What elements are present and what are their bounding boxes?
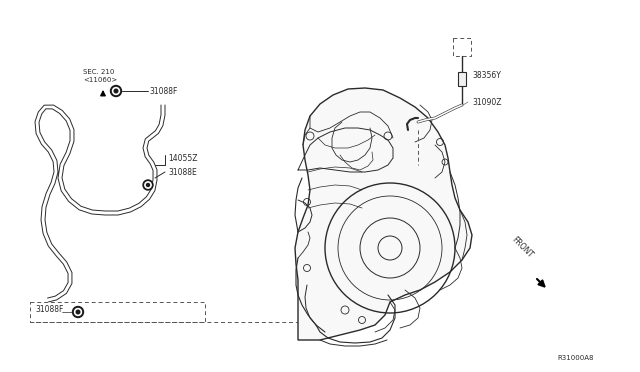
- Circle shape: [72, 307, 83, 317]
- Circle shape: [114, 89, 118, 93]
- Text: FRONT: FRONT: [510, 235, 535, 260]
- Text: 38356Y: 38356Y: [472, 71, 501, 80]
- Bar: [458, 72, 466, 86]
- Text: SEC. 210: SEC. 210: [83, 69, 115, 75]
- Text: 14055Z: 14055Z: [168, 154, 198, 163]
- Text: 31088F: 31088F: [35, 305, 63, 314]
- Bar: [453, 38, 471, 56]
- Text: 31090Z: 31090Z: [472, 97, 502, 106]
- Circle shape: [145, 182, 151, 188]
- Circle shape: [74, 308, 81, 315]
- Circle shape: [111, 86, 122, 96]
- Text: <11060>: <11060>: [83, 77, 117, 83]
- Text: 31088E: 31088E: [168, 167, 196, 176]
- Circle shape: [113, 87, 120, 94]
- Polygon shape: [295, 88, 472, 340]
- Circle shape: [76, 310, 80, 314]
- Circle shape: [143, 180, 153, 190]
- Text: R31000A8: R31000A8: [557, 355, 593, 361]
- Bar: [30, 302, 205, 322]
- Text: 31088F: 31088F: [149, 87, 177, 96]
- Circle shape: [147, 183, 150, 186]
